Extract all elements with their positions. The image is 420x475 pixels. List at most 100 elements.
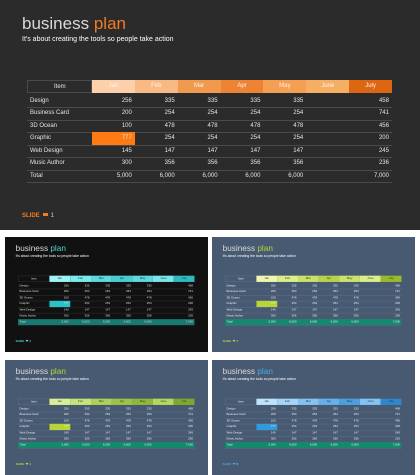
table-cell: 335 [293,97,304,104]
header-cell: Jan [256,398,278,405]
title-main: business [15,243,49,253]
table-cell [306,170,349,183]
title-accent: plan [257,366,273,376]
header-cell: July [380,275,402,282]
table-cell: 147 [146,431,152,435]
header-cell: Mar [90,275,112,282]
row-label: Web Design [19,308,36,312]
table-cell: 200 [188,302,194,306]
table-cell: 741 [378,110,389,116]
table-cell: 300 [63,437,69,441]
title-main: business [15,366,49,376]
table-cell: 478 [333,419,338,423]
slide-number-value: 1 [50,213,55,219]
table-cell: 335 [353,407,359,411]
row-label: Web Design [19,431,36,435]
header-cell: July [349,80,392,93]
table-cell: 478 [105,419,111,423]
table-cell: 100 [270,296,276,300]
table-cell: 478 [291,296,297,300]
header-cell: Mar [297,398,319,405]
table-cell: 335 [164,97,175,104]
slide-number: SLIDE 5 [223,462,238,466]
table-cell: 777 [256,423,278,430]
row-label: 3D Ocean [226,419,240,423]
table-cell: 356 [105,314,111,318]
table-cell: 6,000 [102,320,111,324]
table-cell: 147 [293,147,304,154]
table-cell: 254 [146,413,152,417]
table-cell: 200 [378,135,389,141]
header-cell: June [306,80,350,93]
table-cell: 335 [353,284,359,288]
table-cell: 335 [312,284,318,288]
table-cell: 335 [84,407,90,411]
table-cell: 147 [126,308,131,312]
header-cell: Feb [277,275,298,282]
table-cell: 458 [188,284,194,288]
table-cell: 6,000 [351,320,359,324]
table-cell: 254 [333,302,338,306]
row-label: Web Design [30,147,63,154]
table-cell: 147 [207,147,218,154]
table-cell [306,107,349,120]
table-cell: 356 [312,437,318,441]
table-cell: 458 [378,97,389,104]
row-label: Design [30,97,49,104]
table-cell: 147 [84,308,90,312]
table-cell: 254 [146,425,152,429]
total-row-bg [225,318,402,325]
row-label: Music Author [226,437,244,441]
table-cell: 741 [395,413,401,417]
header-cell: July [173,398,195,405]
table-cell [306,132,349,145]
title-accent: plan [50,243,66,253]
table-cell: 356 [126,437,131,441]
slide-number: SLIDE 4 [16,462,31,466]
row-label: Web Design [226,308,243,312]
table-cell: 456 [188,419,194,423]
table-cell: 236 [378,160,389,166]
title-accent: plan [50,366,66,376]
table-cell: 478 [353,296,359,300]
table-cell: 356 [207,160,218,166]
slide-title: business plan [223,244,273,254]
table-cell: 254 [293,110,304,116]
header-cell: Feb [70,398,91,405]
table-cell: 478 [105,296,111,300]
table-cell [306,120,349,133]
table-cell [306,95,349,108]
table-cell: 254 [333,425,338,429]
slide-title: business plan [16,244,66,254]
row-label: Business Card [19,413,39,417]
table-cell: 478 [84,296,90,300]
header-cell: Item [18,275,50,282]
table-cell: 6,000 [144,443,152,447]
header-cell: Jan [92,80,135,93]
slide: business plan It's about creating the too… [5,360,208,472]
table-cell: 335 [105,407,111,411]
row-line [27,182,392,183]
table-cell: 7,000 [373,172,389,179]
table-cell: 5,000 [61,443,69,447]
table-cell: 6,000 [288,172,304,179]
table-cell: 6,000 [330,320,338,324]
table-cell: 147 [353,308,359,312]
table-cell: 254 [312,290,318,294]
table-cell: 458 [395,284,401,288]
table-cell: 254 [333,290,338,294]
slide-title: business plan [223,367,273,377]
table-cell: 6,000 [123,443,131,447]
header-cell: Mar [297,275,319,282]
table-cell: 145 [270,431,276,435]
table-cell: 335 [291,284,297,288]
row-label: 3D Ocean [19,419,33,423]
row-label: Music Author [30,160,65,166]
table-cell: 245 [188,431,194,435]
table-cell: 335 [146,284,152,288]
row-label: 3D Ocean [30,122,58,129]
slide-number-value: 3 [236,339,239,343]
table-cell [360,442,381,448]
table-cell: 200 [395,302,401,306]
header-cell: Feb [134,80,178,93]
